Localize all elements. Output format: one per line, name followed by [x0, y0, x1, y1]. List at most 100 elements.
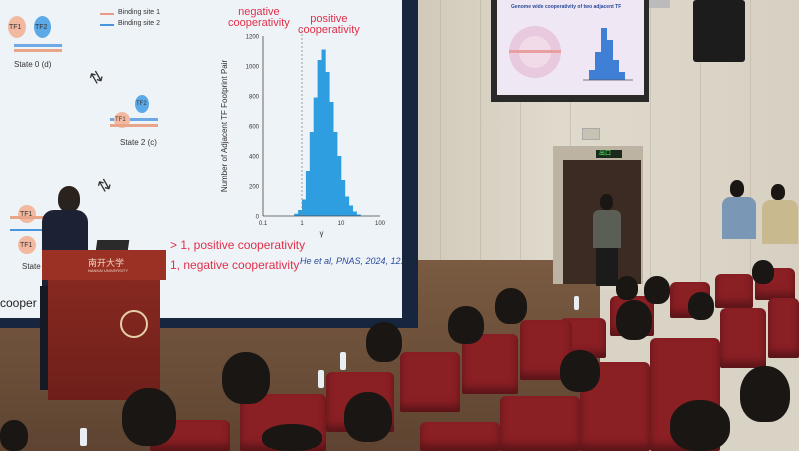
positive-cooperativity-line: > 1, positive cooperativity — [170, 238, 306, 252]
tf1-label: TF1 — [115, 117, 126, 123]
histogram-bar — [356, 214, 361, 216]
legend-site2: Binding site 2 — [118, 20, 161, 27]
histogram-bar — [302, 199, 307, 216]
x-tick-label: 10 — [338, 221, 345, 227]
y-axis-label: Number of Adjacent TF Footprint Pair — [220, 59, 229, 192]
dna-strand — [14, 44, 62, 47]
audience-head — [670, 400, 730, 451]
histogram-bar — [294, 213, 299, 216]
dna-strand — [14, 49, 62, 52]
y-tick-label: 1000 — [246, 65, 260, 71]
water-bottle — [574, 296, 579, 310]
y-tick-label: 0 — [256, 215, 260, 221]
histogram-bar — [325, 72, 330, 216]
podium-university-name: 南开大学 — [88, 258, 125, 268]
legend-site2-swatch — [100, 24, 114, 26]
histogram-bar — [298, 210, 303, 216]
water-bottle — [318, 370, 324, 388]
audience-head — [122, 388, 176, 446]
secondary-screen: Genome wide cooperativity of two adjacen… — [497, 0, 644, 95]
dna-strand — [110, 124, 158, 127]
water-bottle — [340, 352, 346, 370]
seat — [500, 396, 580, 451]
seat — [462, 334, 518, 394]
audience-head — [688, 292, 714, 320]
audience-head — [448, 306, 484, 344]
audience-head — [740, 366, 790, 422]
podium-top — [42, 250, 166, 280]
seat — [400, 352, 460, 412]
x-tick-label: 0.1 — [259, 221, 268, 227]
histogram-bar — [337, 156, 342, 216]
histogram-bar — [305, 171, 311, 216]
audience-head — [616, 276, 638, 300]
histogram-bar — [333, 132, 338, 216]
histogram-chart: 0 200 400 600 800 1000 1200 0.1 1 10 100 Number o… — [220, 30, 386, 238]
histogram-bar — [344, 196, 350, 216]
state2-label: State 2 (c) — [120, 138, 157, 147]
rate-arrows-icon: ⇅ — [94, 175, 116, 198]
exit-sign: 出口 — [596, 150, 622, 158]
tf1-blob — [18, 236, 36, 254]
histogram-bar — [352, 211, 357, 216]
histogram-bar — [321, 49, 326, 216]
exit-sign-text: 出口 — [599, 151, 612, 157]
tf1-blob — [8, 16, 26, 38]
seat — [420, 422, 500, 451]
state0-label: State 0 (d) — [14, 60, 52, 69]
tf1-label: TF1 — [20, 242, 33, 249]
wall-outlet — [582, 128, 600, 140]
x-tick-label: 1 — [300, 221, 304, 227]
legend-site1: Binding site 1 — [118, 9, 161, 16]
negative-cooperativity-line: 1, negative cooperativity — [170, 258, 300, 272]
histogram-bar — [348, 205, 353, 216]
audience-head — [0, 420, 28, 451]
water-bottle — [80, 428, 87, 446]
seat — [720, 308, 766, 368]
histogram-bar — [341, 180, 346, 216]
audience-head — [752, 260, 774, 284]
citation: He et al, PNAS, 2024, 121(52) — [300, 256, 402, 266]
rate-arrows-icon: ⇅ — [86, 67, 108, 90]
dna-strand — [10, 229, 54, 231]
audience-head — [366, 322, 402, 362]
university-emblem — [120, 310, 148, 338]
tf1-label: TF1 — [20, 211, 33, 218]
y-tick-label: 1200 — [246, 35, 260, 41]
tf2-blob — [135, 95, 149, 113]
seat — [768, 298, 799, 358]
tf2-label: TF2 — [136, 101, 147, 107]
y-tick-label: 600 — [249, 125, 260, 131]
cooperativity-cut: cooper — [0, 296, 37, 310]
histogram-bar — [313, 97, 318, 216]
audience-head — [644, 276, 670, 304]
y-tick-label: 200 — [249, 185, 260, 191]
dna-strand — [110, 118, 158, 121]
audience-head — [495, 288, 527, 324]
tf2-label: TF2 — [35, 24, 48, 31]
seat — [715, 274, 753, 308]
x-axis-label: γ — [320, 229, 324, 238]
state-label-cut: State — [22, 262, 41, 271]
loudspeaker — [693, 0, 745, 62]
secondary-screen-title: Genome wide cooperativity of two adjacen… — [511, 4, 622, 10]
tf1-label: TF1 — [9, 24, 22, 31]
histogram-bar — [317, 60, 322, 216]
audience-head — [560, 350, 600, 392]
audience-head — [616, 300, 652, 340]
tf2-blob — [34, 16, 51, 38]
secondary-screen-figure — [509, 26, 633, 81]
legend-site1-swatch — [100, 13, 114, 15]
audience-head — [344, 392, 392, 442]
audience-head — [222, 352, 270, 404]
histogram-bar — [309, 132, 314, 216]
y-tick-label: 800 — [249, 95, 260, 101]
dna-strand — [10, 216, 54, 219]
positive-cooperativity-annotation: positive cooperativity — [298, 13, 360, 36]
x-tick-label: 100 — [375, 221, 386, 227]
negative-cooperativity-annotation: negative cooperativity — [228, 6, 290, 29]
histogram-bar — [329, 102, 334, 216]
y-tick-label: 400 — [249, 155, 260, 161]
podium-university-english: NANKAI UNIVERSITY — [88, 268, 129, 273]
audience-head — [262, 424, 322, 451]
